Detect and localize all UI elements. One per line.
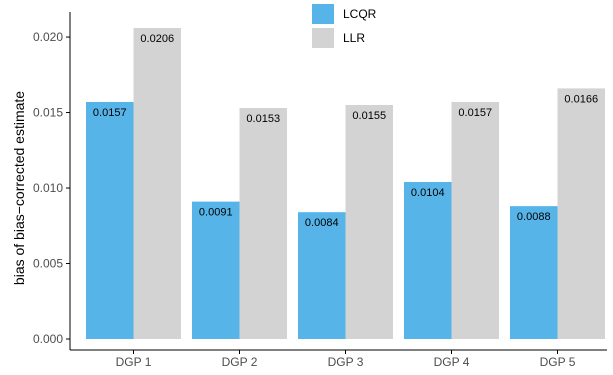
data-label-lcqr-3: 0.0084 bbox=[305, 217, 339, 229]
data-label-lcqr-4: 0.0104 bbox=[411, 187, 445, 199]
legend: LCQR LLR bbox=[312, 4, 377, 48]
bar-lcqr-5 bbox=[510, 206, 558, 339]
y-tick-label: 0.015 bbox=[33, 106, 63, 120]
bar-lcqr-3 bbox=[298, 212, 346, 339]
data-label-llr-2: 0.0153 bbox=[246, 113, 280, 125]
bar-llr-5 bbox=[557, 88, 605, 339]
legend-label-lcqr: LCQR bbox=[343, 7, 377, 21]
data-label-lcqr-2: 0.0091 bbox=[199, 207, 233, 219]
y-tick-label: 0.010 bbox=[33, 181, 63, 195]
legend-swatch-llr bbox=[312, 28, 334, 48]
y-tick-label: 0.020 bbox=[33, 30, 63, 44]
bar-llr-2 bbox=[239, 108, 287, 340]
data-label-llr-3: 0.0155 bbox=[352, 110, 386, 122]
plot-area: 0.0157 0.0206 0.0091 0.0153 0.0084 0.0155 0.01… bbox=[86, 28, 605, 340]
x-tick-label: DGP 5 bbox=[540, 355, 576, 369]
x-tick-label: DGP 3 bbox=[328, 355, 364, 369]
data-label-llr-1: 0.0206 bbox=[140, 33, 174, 45]
data-label-lcqr-1: 0.0157 bbox=[93, 107, 127, 119]
legend-label-llr: LLR bbox=[343, 31, 365, 45]
bar-llr-1 bbox=[133, 28, 181, 339]
x-tick-label: DGP 4 bbox=[434, 355, 470, 369]
data-label-lcqr-5: 0.0088 bbox=[517, 211, 551, 223]
x-tick-label: DGP 2 bbox=[222, 355, 258, 369]
legend-swatch-lcqr bbox=[312, 4, 334, 24]
bar-llr-4 bbox=[451, 101, 499, 339]
data-label-llr-4: 0.0157 bbox=[458, 107, 492, 119]
bar-lcqr-1 bbox=[86, 101, 134, 339]
y-tick-label: 0.005 bbox=[33, 257, 63, 271]
bar-lcqr-2 bbox=[192, 201, 240, 339]
x-tick-label: DGP 1 bbox=[116, 355, 152, 369]
data-label-llr-5: 0.0166 bbox=[564, 93, 598, 105]
y-tick-label: 0.000 bbox=[33, 332, 63, 346]
axes: DGP 1 DGP 2 DGP 3 DGP 4 DGP 5 0.000 0.005 0.010… bbox=[33, 12, 607, 369]
y-axis-title: bias of bias−corrected estimate bbox=[11, 91, 27, 285]
bar-llr-3 bbox=[345, 104, 393, 339]
bar-lcqr-4 bbox=[404, 181, 452, 339]
